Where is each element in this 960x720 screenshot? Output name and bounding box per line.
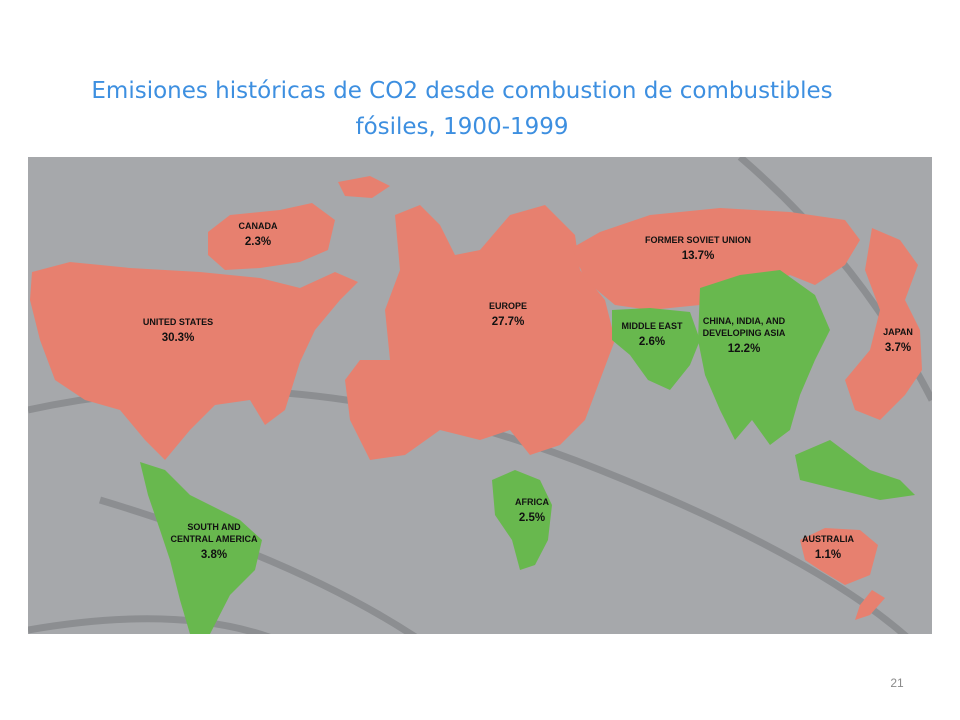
region-share: 3.8% [201,549,227,561]
title-line: fósiles, 1900-1999 [355,114,568,140]
south-central-america [140,462,262,634]
region-share: 27.7% [492,316,525,328]
united-states [30,262,358,460]
region-share: 2.3% [245,236,271,248]
region-name: FORMER SOVIET UNION [645,235,751,245]
africa [492,470,552,570]
europe [345,205,615,460]
region-name: EUROPE [489,301,527,311]
new-zealand [855,590,885,620]
region-name: JAPAN [883,327,913,337]
region-share: 30.3% [162,332,195,344]
region-name: CHINA, INDIA, AND [703,316,786,326]
region-name: CENTRAL AMERICA [171,534,258,544]
region-share: 12.2% [728,343,761,355]
region-name: DEVELOPING ASIA [703,328,786,338]
japan [845,228,922,420]
china-india-asia [698,270,830,445]
region-name: CANADA [239,221,278,231]
indonesia [795,440,915,500]
middle-east [612,308,700,390]
region-share: 2.6% [639,336,665,348]
region-name: SOUTH AND [187,522,241,532]
region-name: MIDDLE EAST [621,321,683,331]
title-line: Emisiones históricas de CO2 desde combus… [91,78,832,104]
canada [208,203,335,270]
greenland [338,176,390,198]
former-soviet-union [572,208,860,310]
region-share: 2.5% [519,512,545,524]
region-share: 3.7% [885,342,911,354]
region-share: 1.1% [815,549,841,561]
region-share: 13.7% [682,250,715,262]
region-name: AUSTRALIA [802,534,854,544]
slide-number: 21 [890,676,904,690]
australia [800,528,878,585]
map: CANADA 2.3% UNITED STATES 30.3% EUROPE 27.7% F… [28,157,932,634]
region-name: AFRICA [515,497,549,507]
region-name: UNITED STATES [143,317,213,327]
